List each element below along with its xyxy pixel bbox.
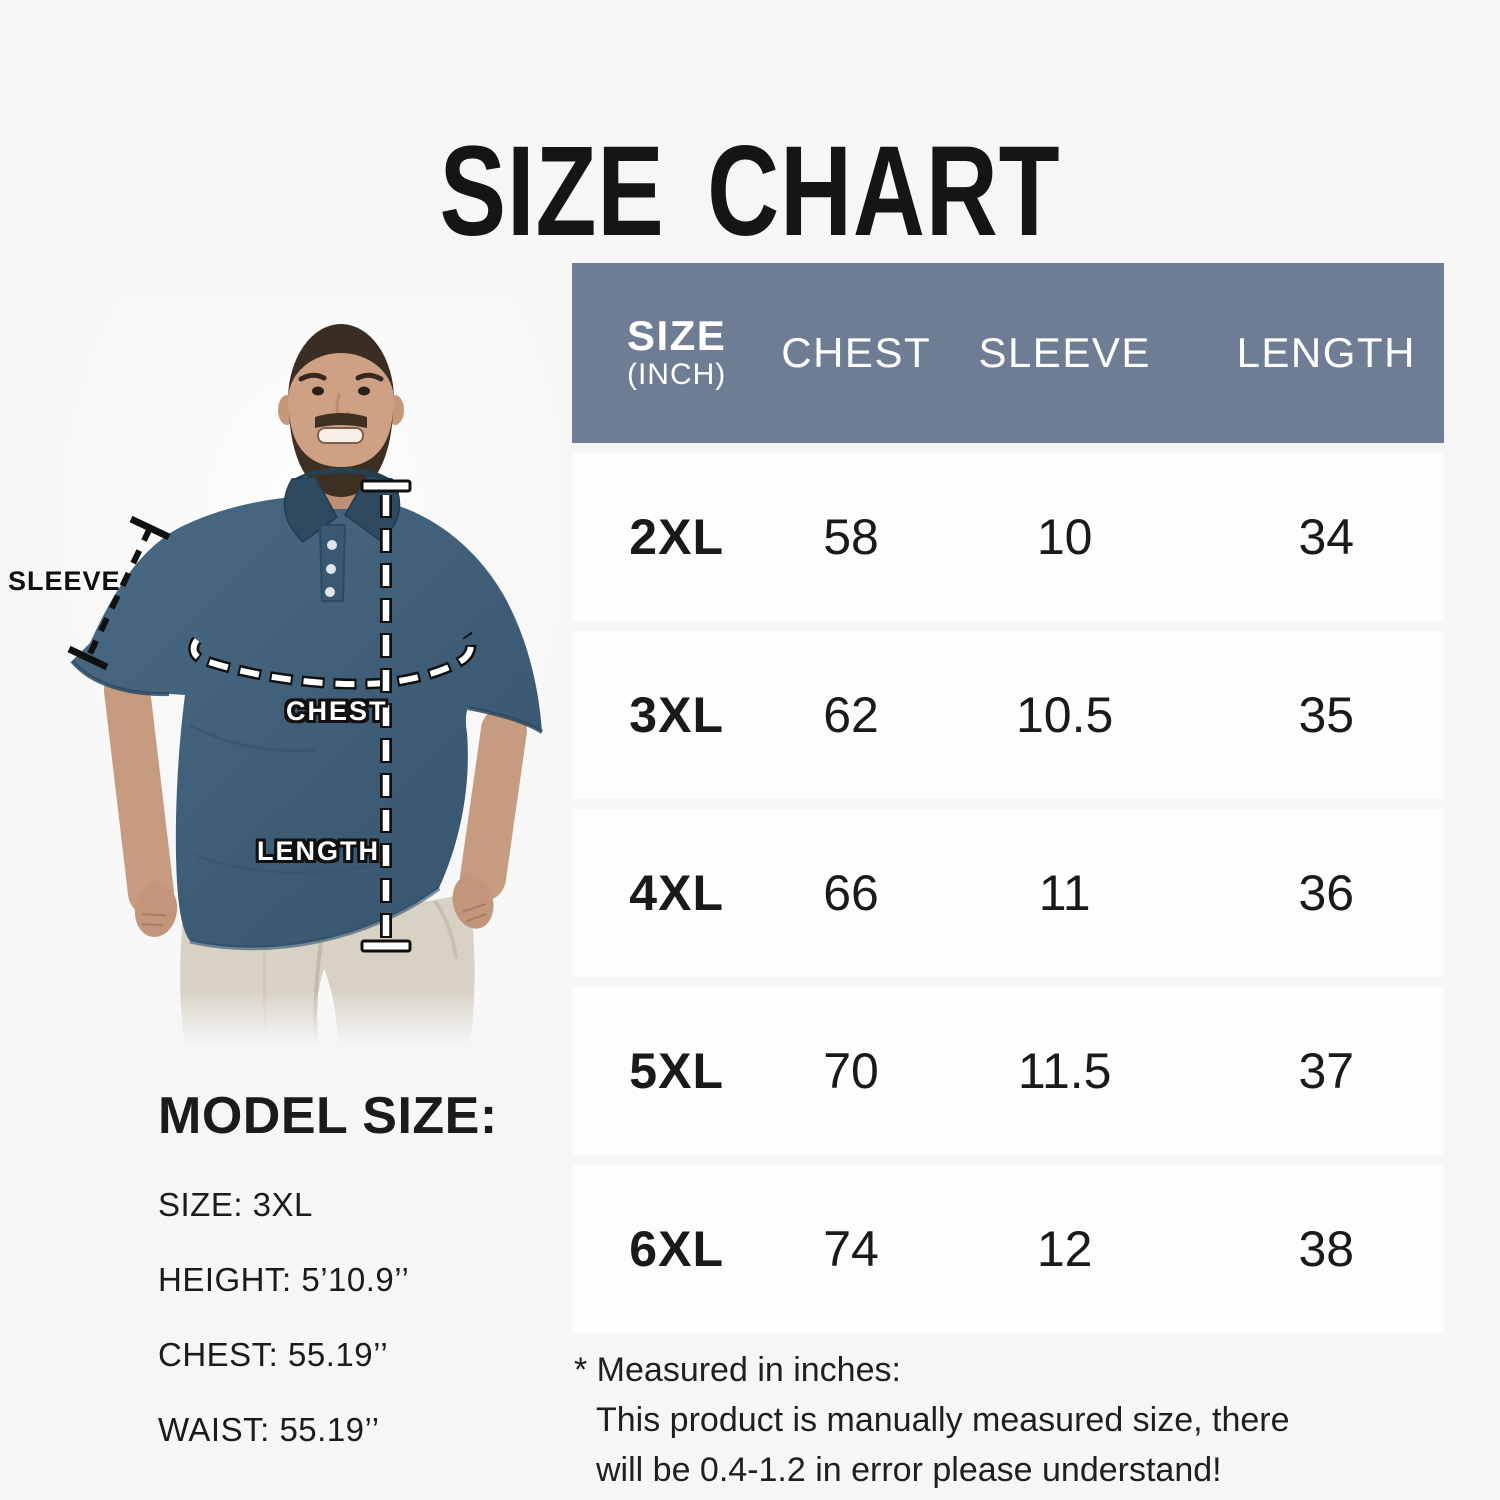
- table-row: 5XL 70 11.5 37: [572, 987, 1444, 1155]
- right-hand: [452, 875, 494, 929]
- size-chart-table: SIZE (INCH) CHEST SLEEVE LENGTH 2XL 58 1…: [572, 263, 1444, 1333]
- cell-size: 4XL: [629, 865, 724, 921]
- header-chest: CHEST: [781, 329, 932, 376]
- page-title: SIZE CHART: [439, 120, 1061, 263]
- chest-measure-line: [188, 631, 477, 690]
- button: [327, 540, 337, 550]
- table-row: 4XL 66 11 36: [572, 809, 1444, 977]
- face: [288, 329, 394, 477]
- cell-chest: 70: [823, 1043, 879, 1099]
- table-row: 6XL 74 12 38: [572, 1165, 1444, 1333]
- cell-length: 35: [1298, 687, 1355, 743]
- model-size-chest: CHEST: 55.19’’: [158, 1336, 389, 1373]
- button: [326, 564, 336, 574]
- cell-sleeve: 10.5: [1015, 687, 1114, 743]
- cell-size: 3XL: [629, 687, 724, 743]
- hair: [288, 324, 394, 400]
- table-row: 2XL 58 10 34: [572, 453, 1444, 621]
- cell-sleeve: 10: [1036, 509, 1093, 565]
- button: [325, 587, 335, 597]
- table-row: 3XL 62 10.5 35: [572, 631, 1444, 799]
- header-length: LENGTH: [1236, 329, 1416, 376]
- note-line-2: This product is manually measured size, …: [596, 1400, 1290, 1439]
- left-hand: [134, 883, 178, 937]
- model-photo: [15, 295, 560, 1046]
- cell-sleeve: 12: [1036, 1221, 1093, 1277]
- cell-length: 37: [1298, 1043, 1355, 1099]
- length-measure-line: [360, 479, 412, 953]
- model-size-heading: MODEL SIZE:: [158, 1087, 498, 1145]
- length-label: LENGTH: [257, 836, 380, 866]
- sleeve-measure-line: [67, 515, 171, 671]
- header-sleeve: SLEEVE: [978, 329, 1151, 376]
- model-size-waist: WAIST: 55.19’’: [158, 1411, 380, 1448]
- cell-length: 36: [1298, 865, 1355, 921]
- model-size-height: HEIGHT: 5’10.9’’: [158, 1261, 410, 1298]
- table-header-row: SIZE (INCH) CHEST SLEEVE LENGTH: [572, 263, 1444, 443]
- chest-label: CHEST: [286, 696, 388, 726]
- sleeve-label: SLEEVE: [8, 566, 121, 596]
- cell-chest: 66: [823, 865, 879, 921]
- cell-size: 2XL: [629, 509, 724, 565]
- measurement-note: * Measured in inches: This product is ma…: [574, 1346, 1474, 1496]
- cell-sleeve: 11: [1038, 865, 1091, 921]
- cell-size: 6XL: [629, 1221, 724, 1277]
- note-line-3: will be 0.4-1.2 in error please understa…: [596, 1450, 1222, 1489]
- smile: [317, 427, 364, 444]
- model-size-block: MODEL SIZE: SIZE: 3XL HEIGHT: 5’10.9’’ C…: [158, 1086, 498, 1449]
- polo-shirt: [72, 494, 542, 948]
- cell-sleeve: 11.5: [1017, 1043, 1112, 1099]
- model-size-size: SIZE: 3XL: [158, 1186, 313, 1223]
- cell-chest: 58: [823, 509, 879, 565]
- header-size: SIZE (INCH): [626, 312, 727, 391]
- cell-chest: 62: [823, 687, 879, 743]
- cell-chest: 74: [823, 1221, 879, 1277]
- cell-length: 34: [1298, 509, 1355, 565]
- note-line-1: * Measured in inches:: [574, 1351, 901, 1389]
- model-illustration: [15, 295, 560, 1046]
- cell-length: 38: [1298, 1221, 1355, 1277]
- cell-size: 5XL: [629, 1043, 724, 1099]
